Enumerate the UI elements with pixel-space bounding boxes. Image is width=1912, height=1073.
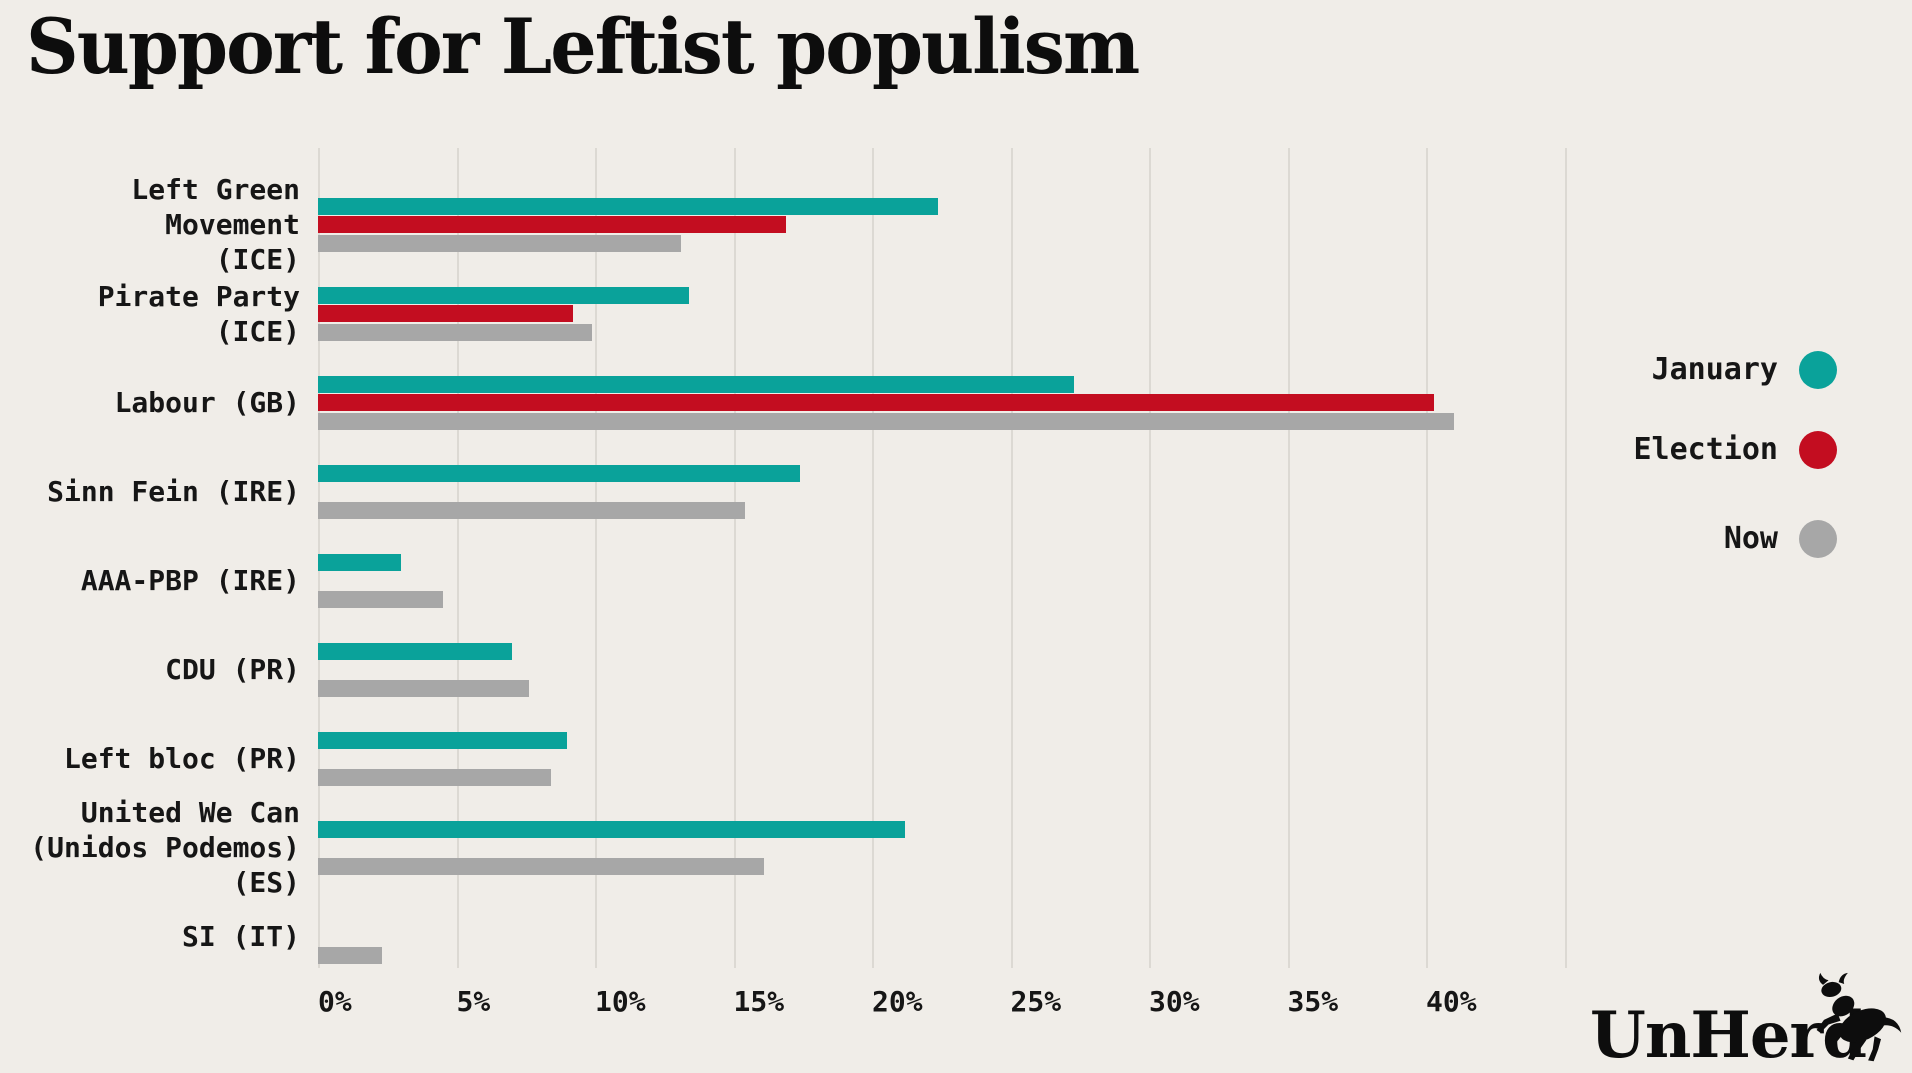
x-tick-label: 10% xyxy=(595,985,646,1018)
category-label: Left Green Movement (ICE) xyxy=(131,173,300,277)
chart-title: Support for Leftist populism xyxy=(26,2,1140,91)
legend-swatch-now xyxy=(1799,520,1837,558)
bar-now xyxy=(318,679,529,697)
legend-item-label: Election xyxy=(1633,432,1779,467)
bar-now xyxy=(318,590,443,608)
bar-now xyxy=(318,768,551,786)
bar-january xyxy=(318,198,939,215)
x-tick-label: 25% xyxy=(1010,985,1062,1018)
rearing-cow-icon xyxy=(1816,972,1902,1062)
bar-january xyxy=(318,376,1075,393)
bar-now xyxy=(318,323,593,341)
bar-january xyxy=(318,465,800,482)
bar-january xyxy=(318,732,568,749)
bar-january xyxy=(318,643,512,660)
legend-swatch-election xyxy=(1799,431,1837,469)
x-tick-label: 20% xyxy=(872,985,923,1018)
bar-election xyxy=(318,305,573,323)
category-label: AAA-PBP (IRE) xyxy=(80,564,300,598)
gridline xyxy=(1287,148,1290,968)
legend-item-label: Now xyxy=(1723,521,1778,556)
category-label: Pirate Party (ICE) xyxy=(97,279,300,348)
category-label: Left bloc (PR) xyxy=(63,742,300,776)
x-tick-label: 15% xyxy=(733,985,785,1018)
x-tick-label: 0% xyxy=(318,985,352,1018)
gridline xyxy=(1010,148,1013,968)
bar-election xyxy=(318,394,1435,412)
bar-now xyxy=(318,234,681,252)
category-label: United We Can (Unidos Podemos) (ES) xyxy=(30,796,300,900)
gridline xyxy=(1426,148,1428,968)
bar-now xyxy=(318,501,745,519)
brand-logo-text: UnHerd xyxy=(1590,998,1867,1073)
legend-swatch-january xyxy=(1799,351,1837,389)
x-tick-label: 35% xyxy=(1287,985,1339,1018)
gridline xyxy=(456,148,459,968)
bar-now xyxy=(318,946,382,964)
gridline xyxy=(595,148,597,968)
category-label: Sinn Fein (IRE) xyxy=(47,475,300,509)
gridline xyxy=(733,148,736,968)
gridline xyxy=(1564,148,1567,968)
gridline xyxy=(872,148,874,968)
bar-january xyxy=(318,821,906,838)
x-tick-label: 40% xyxy=(1426,985,1477,1018)
bar-january xyxy=(318,554,402,571)
plot-area xyxy=(318,148,1600,968)
category-label: SI (IT) xyxy=(181,920,300,954)
bar-now xyxy=(318,412,1454,430)
bar-now xyxy=(318,857,764,875)
category-label: Labour (GB) xyxy=(114,386,300,420)
x-tick-label: 30% xyxy=(1149,985,1200,1018)
category-label: CDU (PR) xyxy=(165,653,300,687)
bar-january xyxy=(318,287,690,304)
bar-election xyxy=(318,216,787,234)
gridline xyxy=(1149,148,1151,968)
x-tick-label: 5% xyxy=(456,985,491,1018)
legend-item-label: January xyxy=(1651,352,1778,387)
